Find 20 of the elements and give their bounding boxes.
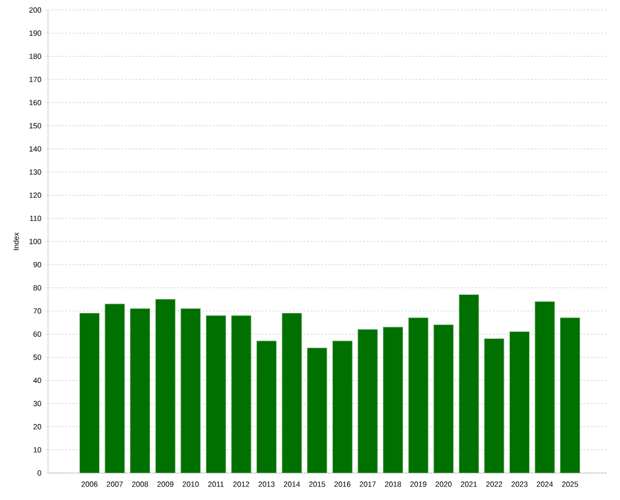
bar: [79, 313, 100, 473]
bar: [534, 301, 555, 473]
bar: [383, 326, 404, 473]
bar: [560, 318, 580, 473]
bar: [256, 340, 277, 473]
bar: [358, 329, 378, 473]
bar: [484, 338, 504, 473]
bar: [104, 304, 125, 473]
bar: [408, 318, 428, 473]
bar: [510, 332, 530, 473]
bar: [206, 315, 226, 473]
bar: [155, 299, 176, 473]
bar: [434, 324, 454, 473]
bar: [231, 315, 252, 473]
bar: [307, 348, 328, 473]
bar: [332, 340, 352, 473]
bar: [282, 313, 302, 473]
bar: [130, 308, 150, 473]
bar: [458, 294, 479, 473]
bar: [180, 308, 201, 473]
